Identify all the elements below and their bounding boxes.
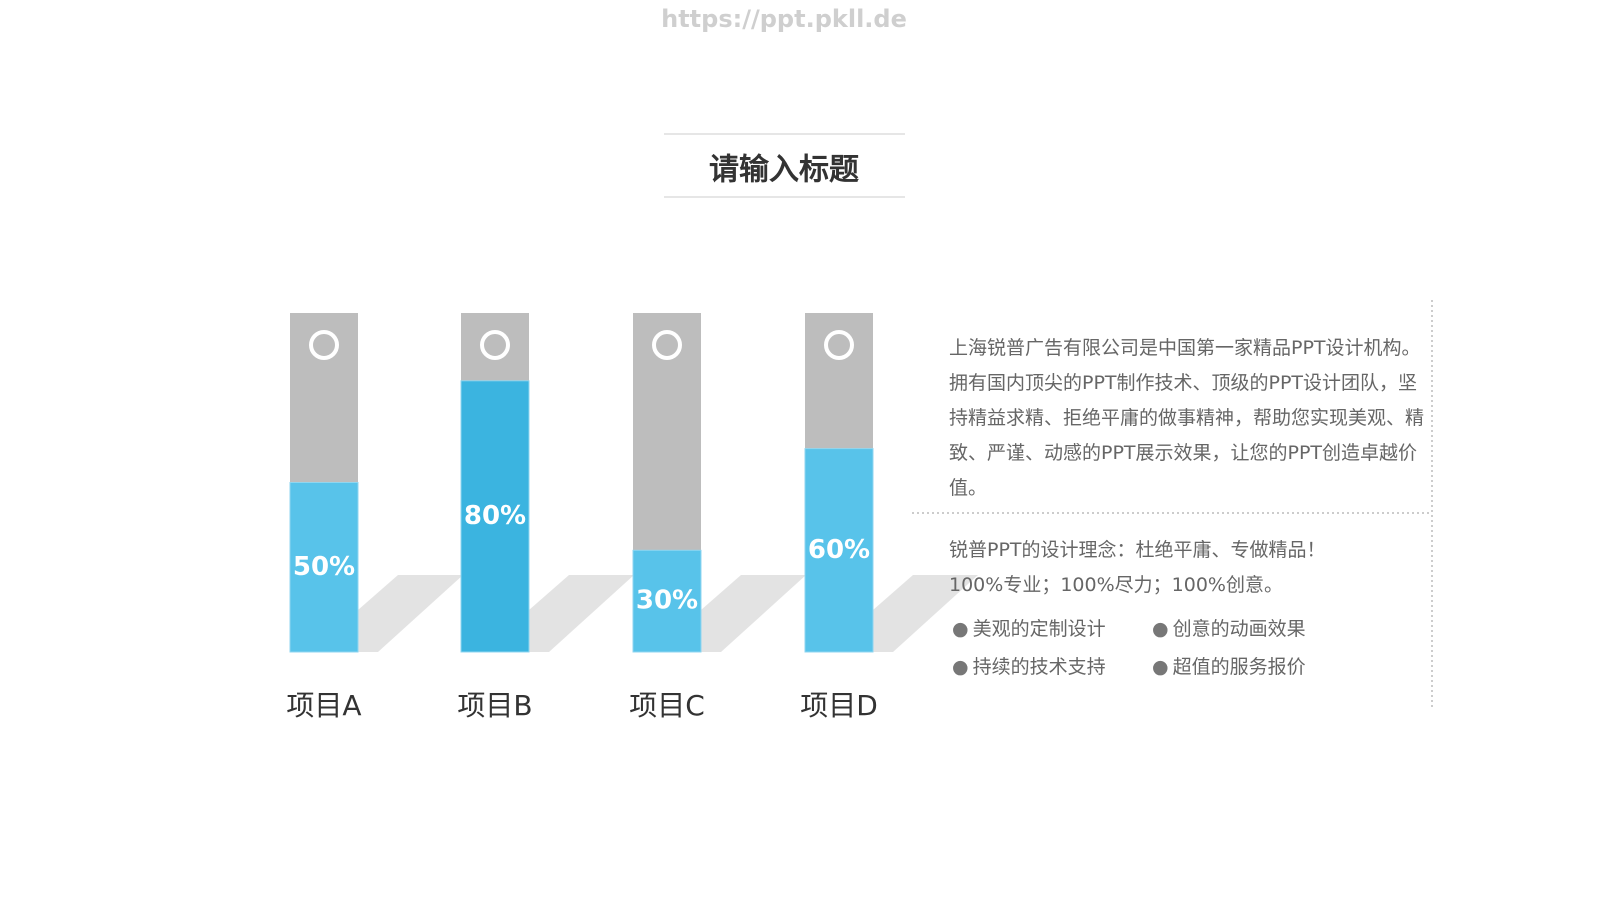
value-label: 30%: [636, 586, 698, 616]
value-label: 50%: [293, 552, 355, 582]
watermark: https://ppt.pkll.de: [661, 5, 907, 33]
value-label: 60%: [808, 535, 870, 565]
bar-shadow: [873, 575, 978, 652]
bar-shadow: [358, 575, 463, 652]
x-tick-label: 项目B: [457, 689, 532, 722]
x-tick-label: 项目D: [800, 689, 878, 722]
bullet: 创意的动画效果: [1152, 614, 1306, 641]
bar-shadow: [529, 575, 634, 652]
bar: [460, 380, 530, 653]
x-tick-label: 项目C: [629, 689, 705, 722]
bullet: 超值的服务报价: [1152, 652, 1306, 679]
bullet: 美观的定制设计: [952, 614, 1106, 641]
value-label: 80%: [464, 501, 526, 531]
shadows: [358, 575, 978, 652]
bar-shadow: [701, 575, 806, 652]
icon: [824, 330, 854, 360]
bar: [804, 448, 874, 653]
x-tick-label: 项目A: [286, 689, 361, 722]
bullet: 持续的技术支持: [952, 652, 1106, 679]
chart-title: 请输入标题: [709, 153, 859, 188]
tagline: 100%专业；100%尽力；100%创意。: [949, 574, 1283, 596]
tagline: 锐普PPT的设计理念：杜绝平庸、专做精品！: [949, 539, 1326, 561]
icon: [652, 330, 682, 360]
bar: [289, 482, 359, 653]
icon: [480, 330, 510, 360]
bar: [632, 549, 702, 653]
icon: [309, 330, 339, 360]
paragraph: 上海锐普广告有限公司是中国第一家精品PPT设计机构。拥有国内顶尖的PPT制作技术…: [949, 337, 1425, 499]
